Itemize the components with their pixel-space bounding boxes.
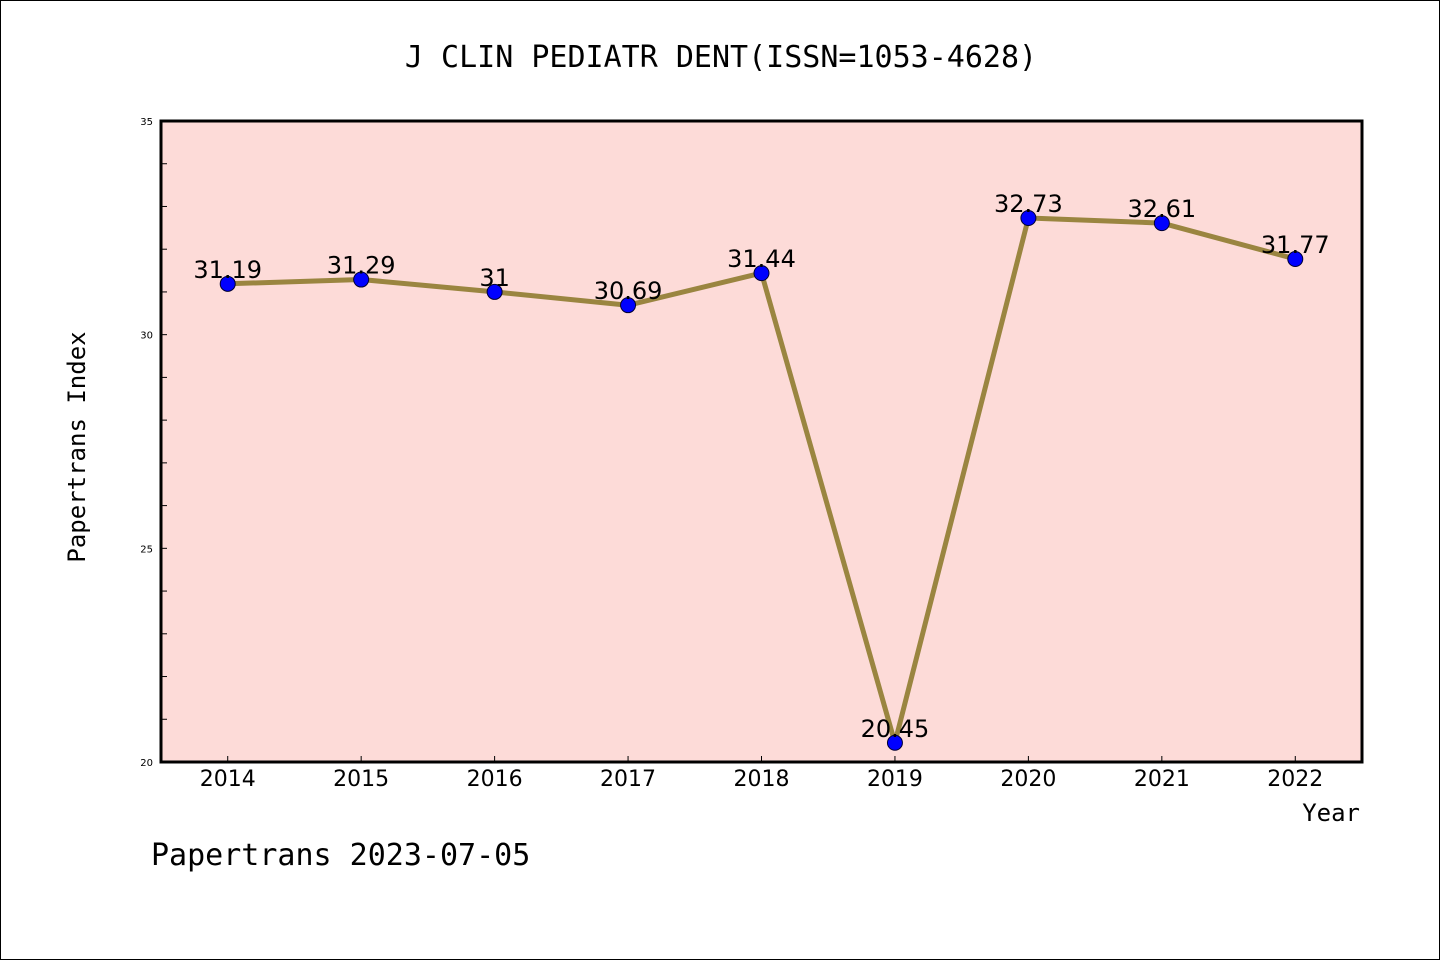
y-axis-label: Papertrans Index <box>63 331 91 562</box>
data-point <box>1287 251 1304 268</box>
data-point <box>353 271 370 288</box>
x-axis-label: Year <box>1302 799 1360 827</box>
data-label: 31 <box>479 264 510 292</box>
data-point <box>753 265 770 282</box>
data-label: 30.69 <box>594 277 663 305</box>
data-label: 31.19 <box>193 256 262 284</box>
data-point <box>486 283 503 300</box>
data-label: 32.61 <box>1127 195 1196 223</box>
data-point <box>1020 210 1037 227</box>
data-labels-group: 31.19 31.29 31 30.69 31.44 20.45 32.73 32.61 31.… <box>193 190 1329 743</box>
data-point <box>1153 215 1170 232</box>
x-tick-label: 2022 <box>1267 767 1323 792</box>
data-label: 20.45 <box>861 715 930 743</box>
x-tick-label: 2019 <box>867 767 923 792</box>
data-label: 32.73 <box>994 190 1063 218</box>
footer-stamp: Papertrans 2023-07-05 <box>151 838 530 873</box>
series-line-group <box>219 210 1304 751</box>
y-tick-label: 35 <box>140 117 153 128</box>
y-tick-label: 25 <box>140 544 153 555</box>
x-tick-label: 2020 <box>1000 767 1056 792</box>
y-tick-label: 20 <box>140 758 153 769</box>
x-tick-label: 2015 <box>333 767 389 792</box>
x-tick-label: 2016 <box>467 767 523 792</box>
chart-title: J CLIN PEDIATR DENT(ISSN=1053-4628) <box>405 40 1037 75</box>
x-tick-label: 2021 <box>1134 767 1190 792</box>
data-label: 31.44 <box>727 245 796 273</box>
y-tick-label: 30 <box>140 331 153 342</box>
x-tick-label: 2014 <box>200 767 256 792</box>
x-tick-label: 2017 <box>600 767 656 792</box>
x-tick-label: 2018 <box>734 767 790 792</box>
data-point <box>886 734 903 751</box>
data-point <box>219 275 236 292</box>
data-label: 31.29 <box>327 252 396 280</box>
data-label: 31.77 <box>1261 231 1330 259</box>
data-point <box>620 297 637 314</box>
axis-ticks: 20 25 30 35 2014 2015 2016 2017 2018 2019 2020 2021… <box>140 117 1323 792</box>
